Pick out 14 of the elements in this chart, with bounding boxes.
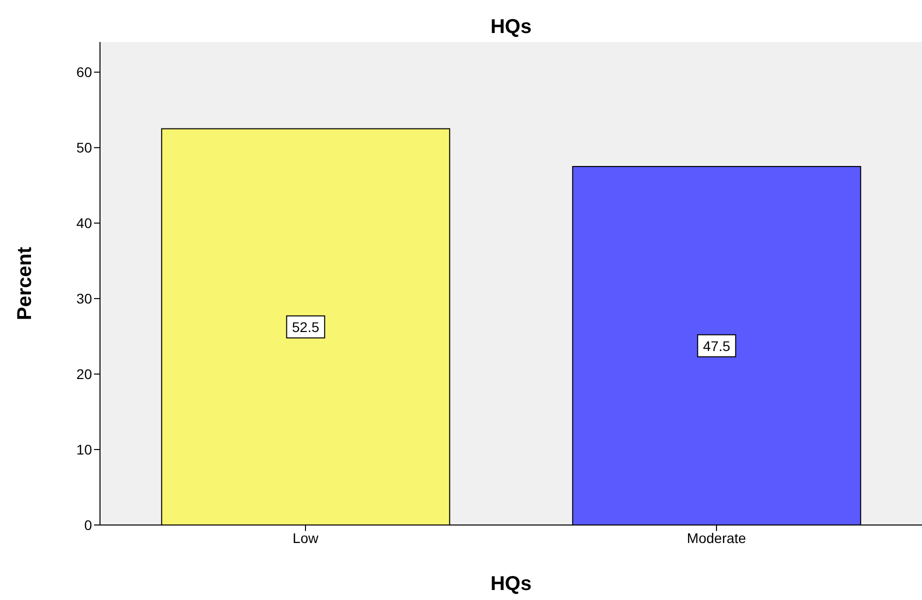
y-tick-label: 0 xyxy=(84,516,92,533)
y-tick-label: 30 xyxy=(76,290,92,307)
x-tick-label: Low xyxy=(292,530,320,546)
x-tick-label: Moderate xyxy=(686,530,746,546)
data-label: 52.5 xyxy=(292,318,320,335)
chart-title: HQs xyxy=(489,16,533,39)
x-axis-title: HQs xyxy=(490,573,532,595)
y-tick-label: 40 xyxy=(76,215,92,232)
y-tick-label: 60 xyxy=(76,64,92,80)
y-tick-label: 20 xyxy=(76,366,92,382)
y-tick-label: 50 xyxy=(76,140,92,156)
data-label: 47.5 xyxy=(703,338,730,354)
y-tick-label: 10 xyxy=(76,442,92,458)
y-axis-title: Percent xyxy=(14,246,36,320)
